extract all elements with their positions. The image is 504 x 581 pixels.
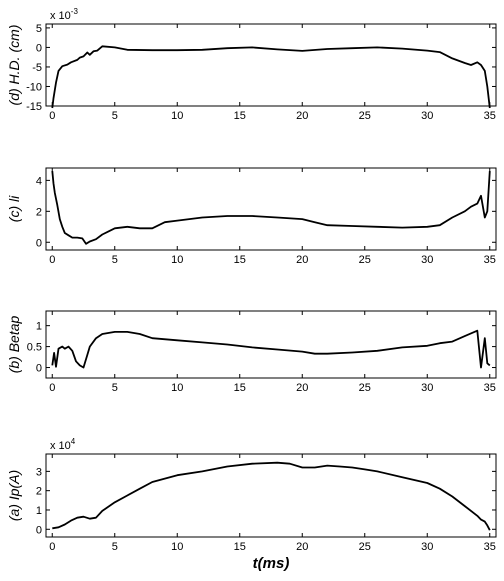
series-line [52,461,491,531]
x-tick-label: 0 [49,254,55,266]
x-tick-label: 15 [234,110,246,122]
axis-multiplier: x 104 [50,437,76,452]
y-axis-label: (c) li [6,195,22,222]
x-tick-label: 25 [359,541,371,553]
plot-frame [45,167,497,251]
x-tick-label: 35 [484,110,496,122]
x-tick-label: 10 [171,110,183,122]
y-tick-label: -10 [26,81,42,93]
x-tick-label: 30 [421,541,433,553]
x-tick-label: 30 [421,110,433,122]
x-tick-label: 35 [484,382,496,394]
y-axis-label: (b) Betap [6,315,22,373]
x-tick-label: 15 [234,254,246,266]
x-tick-label: 0 [49,382,55,394]
x-tick-label: 5 [112,541,118,553]
y-tick-label: 4 [36,175,42,187]
x-tick-label: 35 [484,541,496,553]
x-tick-label: 10 [171,254,183,266]
series-line [51,45,491,109]
x-tick-label: 25 [359,382,371,394]
x-tick-label: 0 [49,110,55,122]
axis-multiplier: x 10-3 [50,7,78,22]
x-tick-label: 20 [296,541,308,553]
y-tick-label: 2 [36,206,42,218]
x-tick-label: 15 [234,541,246,553]
x-tick-label: 5 [112,382,118,394]
y-axis-label: (d) H.D. (cm) [6,25,22,106]
plot-frame [45,310,497,379]
x-tick-label: 15 [234,382,246,394]
y-tick-label: 0.5 [27,342,42,354]
x-tick-label: 30 [421,254,433,266]
x-tick-label: 35 [484,254,496,266]
hd-panel: 0 5 10 15 20 25 30 35 5 0 -5 -10 -15 (d) H.D. (cm) x 1… [6,7,497,122]
x-tick-label: 10 [171,382,183,394]
y-tick-label: -15 [26,101,42,113]
series-line [51,329,491,369]
x-tick-label: 20 [296,382,308,394]
y-tick-label: 5 [36,23,42,35]
y-axis-label: (a) Ip(A) [6,470,22,521]
x-tick-label: 5 [112,110,118,122]
y-tick-label: 0 [36,363,42,375]
x-tick-label: 25 [359,110,371,122]
plot-frame [45,23,497,107]
y-tick-label: 1 [36,321,42,333]
x-tick-label: 25 [359,254,371,266]
y-tick-label: 0 [36,237,42,249]
y-tick-label: 3 [36,466,42,478]
y-tick-label: -5 [32,62,42,74]
y-tick-label: 0 [36,42,42,54]
x-tick-label: 10 [171,541,183,553]
x-tick-label: 30 [421,382,433,394]
plot-frame [45,453,497,538]
betap-panel: 0 5 10 15 20 25 30 35 1 0.5 0 (b) Betap [6,310,497,394]
x-tick-label: 0 [49,541,55,553]
x-tick-label: 20 [296,110,308,122]
y-tick-label: 2 [36,486,42,498]
x-tick-label: 5 [112,254,118,266]
x-tick-label: 20 [296,254,308,266]
series-line [51,171,491,245]
x-axis-label: t(ms) [253,555,290,572]
y-tick-label: 1 [36,505,42,517]
y-tick-label: 0 [36,524,42,536]
